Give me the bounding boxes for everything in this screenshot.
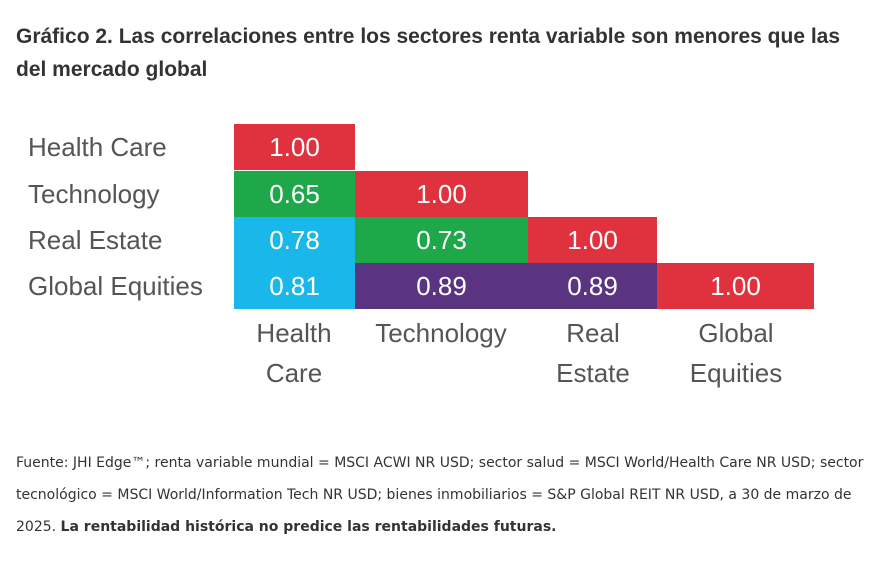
heatmap-cell-global-equities-global-equities [657,263,814,309]
cell-value-label: 0.81 [269,271,320,301]
cell-value-label: 0.89 [567,271,618,301]
row-label-real-estate: Real Estate [28,225,162,255]
column-label-technology: Technology [375,318,507,348]
heatmap-cell-real-estate-health-care [234,217,355,263]
cell-value-label: 0.89 [416,271,467,301]
heatmap-cell-health-care-health-care [234,124,355,170]
column-label-real-estate: Real Estate [556,318,630,388]
column-label-global-equities: Global Equities [690,318,783,388]
source-text: Fuente: JHI Edge™; renta variable mundia… [16,455,864,535]
cell-value-label: 1.00 [710,271,761,301]
correlation-heatmap: Health Care Technology Real Estate Global E… [28,124,814,388]
heatmap-cell-real-estate-technology [355,217,528,263]
disclaimer-text: La rentabilidad histórica no predice las… [60,519,557,535]
heatmap-cell-technology-technology [355,171,528,217]
cell-value-label: 1.00 [567,225,618,255]
cell-value-label: 0.65 [269,179,320,209]
heatmap-cell-global-equities-real-estate [528,263,657,309]
heatmap-cell-global-equities-technology [355,263,528,309]
column-label-health-care: Health Care [256,318,331,388]
row-label-technology: Technology [28,179,160,209]
row-label-health-care: Health Care [28,132,167,162]
chart-title: Gráfico 2. Las correlaciones entre los s… [16,25,841,81]
row-label-global-equities: Global Equities [28,271,203,301]
heatmap-cell-global-equities-health-care [234,263,355,309]
cell-value-label: 1.00 [269,132,320,162]
cell-value-label: 0.78 [269,225,320,255]
heatmap-cell-real-estate-real-estate [528,217,657,263]
heatmap-cell-technology-health-care [234,171,355,217]
cell-value-label: 1.00 [416,179,467,209]
source-note: Fuente: JHI Edge™; renta variable mundia… [16,447,886,543]
cell-value-label: 0.73 [416,225,467,255]
